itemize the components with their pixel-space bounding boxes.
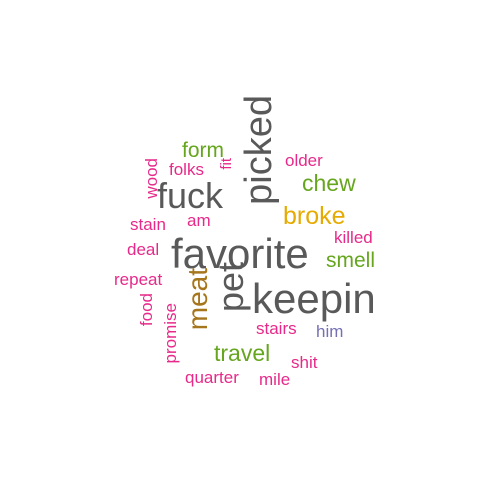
- word-keepin: keepin: [252, 275, 376, 322]
- word-meat: meat: [182, 268, 213, 331]
- word-him: him: [316, 322, 344, 341]
- word-food: food: [137, 293, 156, 327]
- word-picked: picked: [238, 95, 280, 205]
- word-repeat: repeat: [114, 270, 163, 289]
- word-smell: smell: [326, 249, 376, 272]
- word-stairs: stairs: [256, 319, 297, 338]
- word-mile: mile: [259, 370, 291, 389]
- word-promise: promise: [161, 303, 180, 364]
- word-fit: fit: [218, 158, 235, 170]
- word-pet: pet: [210, 262, 251, 313]
- word-travel: travel: [214, 340, 271, 366]
- word-am: am: [187, 211, 211, 230]
- word-broke: broke: [283, 202, 346, 230]
- word-form: form: [182, 139, 224, 162]
- word-quarter: quarter: [185, 368, 239, 387]
- word-deal: deal: [127, 240, 160, 259]
- word-wood: wood: [142, 158, 161, 199]
- word-fuck: fuck: [157, 175, 224, 216]
- word-killed: killed: [334, 228, 373, 247]
- word-chew: chew: [302, 170, 356, 196]
- word-older: older: [285, 151, 323, 170]
- word-shit: shit: [291, 353, 318, 372]
- word-stain: stain: [130, 215, 166, 234]
- word-folks: folks: [169, 160, 204, 179]
- word-favorite: favorite: [171, 230, 309, 277]
